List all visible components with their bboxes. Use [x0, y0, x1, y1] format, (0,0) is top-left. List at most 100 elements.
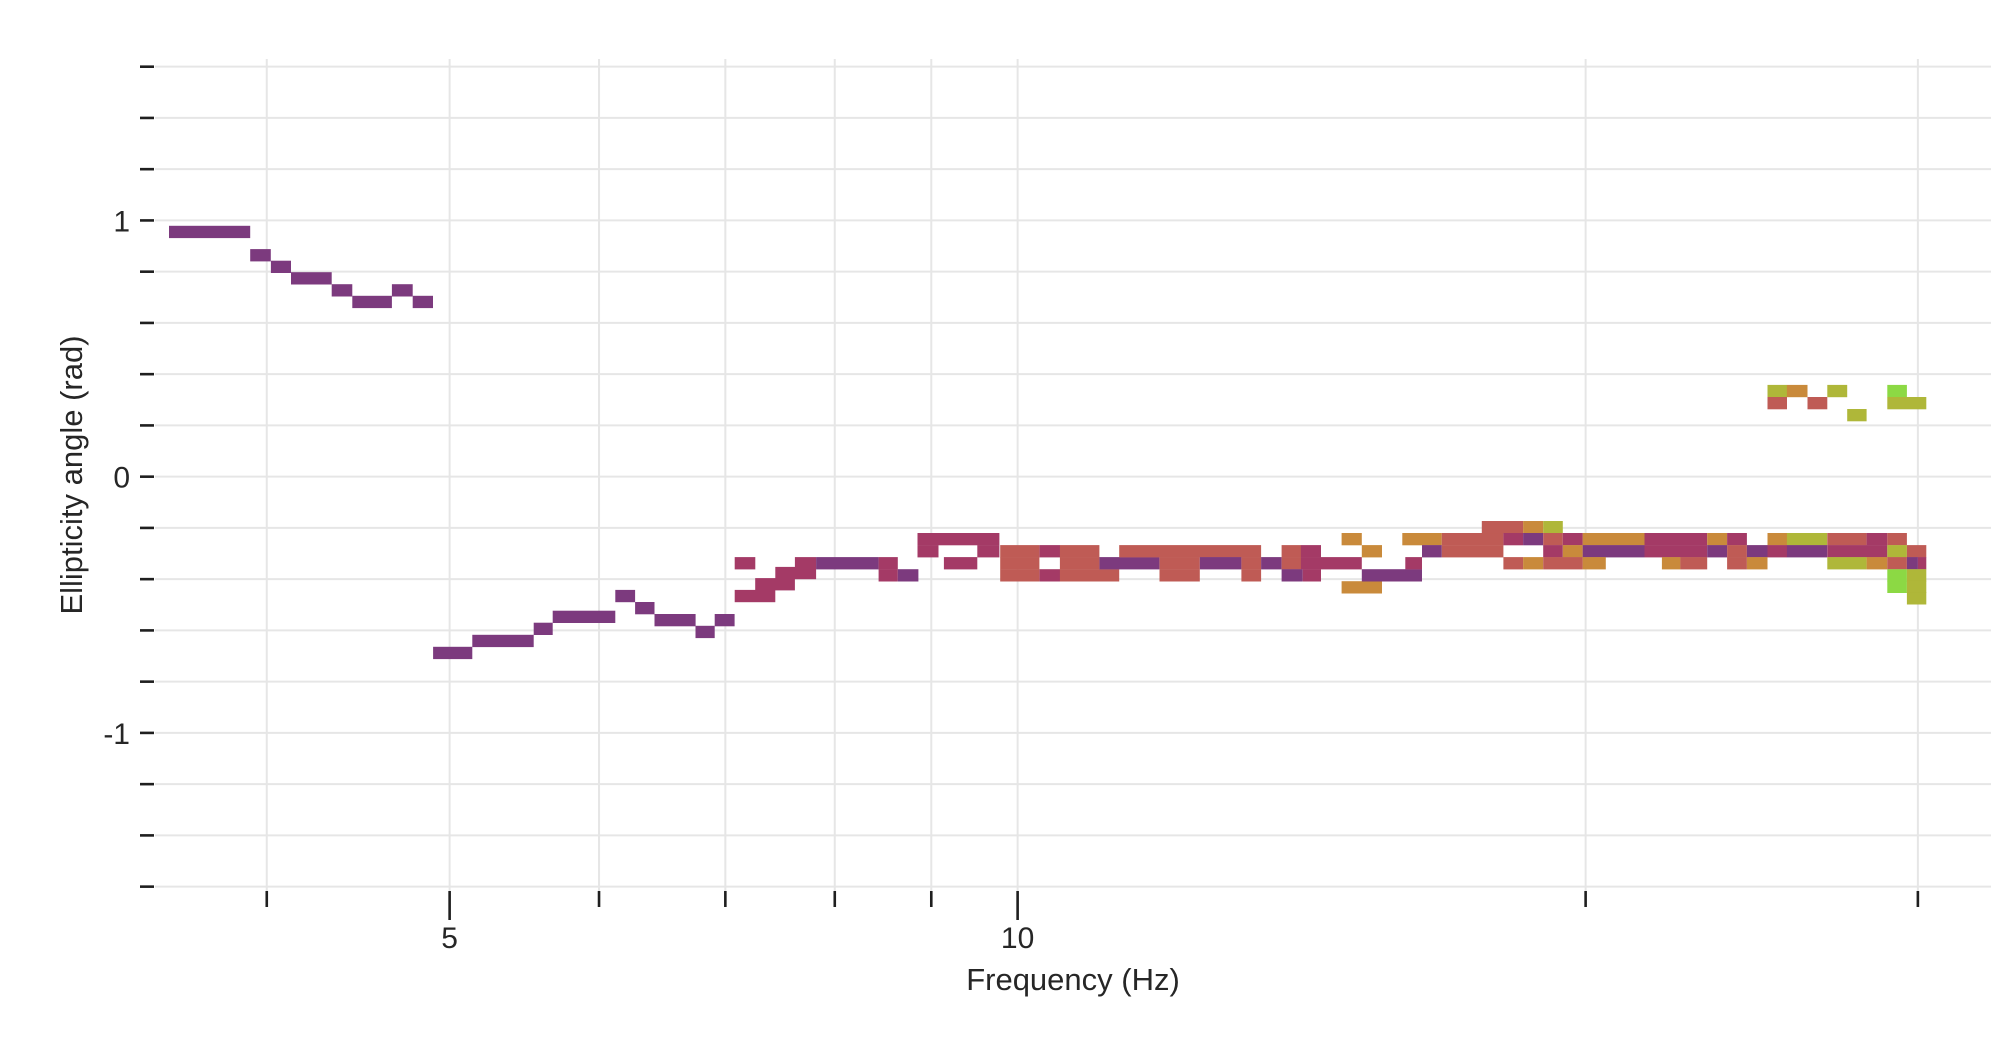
heatmap-tile — [1562, 545, 1583, 558]
heatmap-tile — [1341, 533, 1362, 546]
heatmap-tile — [635, 602, 655, 615]
heatmap-tile — [615, 589, 636, 603]
heatmap-tile — [1059, 569, 1120, 582]
heatmap-tile — [1119, 545, 1262, 558]
heatmap-tile — [1746, 557, 1768, 570]
heatmap-tile — [1302, 569, 1321, 582]
heatmap-tile — [897, 569, 919, 582]
heatmap-tile — [1866, 533, 1888, 546]
heatmap-tile — [1523, 533, 1544, 546]
heatmap-tile — [1441, 533, 1504, 546]
heatmap-tile — [270, 260, 291, 273]
heatmap-tile — [943, 557, 978, 570]
heatmap-tile — [1887, 397, 1927, 410]
heatmap-tile — [1441, 545, 1504, 558]
heatmap-tile — [1059, 557, 1100, 570]
heatmap-tile — [1707, 545, 1728, 558]
heatmap-tile — [1159, 569, 1200, 582]
heatmap-tile — [1261, 557, 1282, 570]
heatmap-tile — [1727, 557, 1747, 570]
heatmap-tile — [1866, 557, 1888, 570]
heatmap-tile — [1241, 557, 1262, 570]
heatmap-tile — [1543, 521, 1563, 534]
heatmap-tile — [1361, 569, 1422, 582]
x-tick-label: 10 — [1001, 922, 1034, 955]
heatmap-tile — [1422, 545, 1442, 558]
heatmap-tile — [391, 284, 413, 297]
heatmap-tile — [1827, 557, 1867, 570]
heatmap-tile — [1300, 557, 1362, 570]
heatmap-tile — [1767, 533, 1787, 546]
heatmap-tile — [1827, 533, 1867, 546]
heatmap-tile — [1582, 545, 1645, 558]
heatmap-tile — [775, 566, 817, 580]
heatmap-tile — [794, 557, 817, 570]
heatmap-tile — [1543, 545, 1563, 558]
heatmap-tile — [1906, 592, 1927, 605]
heatmap-tile — [1241, 569, 1262, 582]
heatmap-tile — [1523, 521, 1544, 534]
heatmap-tile — [1707, 533, 1728, 546]
heatmap-tile — [1039, 545, 1060, 558]
heatmap-tile — [1503, 557, 1524, 570]
heatmap-tile — [1786, 545, 1828, 558]
heatmap-tile — [1059, 545, 1100, 558]
heatmap-tiles — [169, 225, 1927, 660]
heatmap-tile — [412, 295, 433, 309]
heatmap-tile — [1039, 569, 1060, 582]
heatmap-tile — [878, 569, 898, 582]
y-axis-title: Ellipticity angle (rad) — [54, 335, 89, 614]
x-axis-title: Frequency (Hz) — [966, 962, 1180, 997]
gridlines — [155, 59, 1991, 891]
heatmap-tile — [1361, 545, 1382, 558]
heatmap-tile — [1644, 533, 1708, 546]
heatmap-tile — [1917, 557, 1927, 570]
heatmap-tile — [1644, 545, 1708, 558]
heatmap-tile — [1746, 545, 1768, 558]
heatmap-tile — [755, 578, 795, 591]
heatmap-tile — [1887, 533, 1907, 546]
heatmap-tile — [1562, 533, 1583, 546]
heatmap-tile — [1887, 569, 1907, 582]
heatmap-tile — [1159, 557, 1200, 570]
heatmap-tile — [1906, 580, 1927, 593]
heatmap-tile — [169, 225, 251, 239]
heatmap-tile — [1405, 557, 1422, 570]
heatmap-tile — [1523, 557, 1544, 570]
heatmap-tile — [1582, 557, 1606, 570]
heatmap-tile — [1341, 581, 1382, 594]
heatmap-tile — [1887, 580, 1907, 593]
axis-tick-labels: -1 0 1 5 10 — [103, 205, 1034, 955]
heatmap-tile — [977, 545, 1000, 558]
heatmap-tile — [1786, 533, 1828, 546]
y-tick-label: -1 — [103, 718, 130, 751]
y-tick-label: 1 — [113, 205, 130, 238]
heatmap-tile — [1906, 569, 1927, 582]
heatmap-tile — [1099, 557, 1160, 570]
x-tick-label: 5 — [441, 922, 458, 955]
heatmap-tile — [1000, 545, 1040, 558]
heatmap-tile — [714, 614, 735, 627]
heatmap-tile — [695, 625, 715, 639]
heatmap-tile — [1281, 557, 1301, 570]
heatmap-tile — [352, 295, 392, 309]
heatmap-tile — [250, 249, 271, 262]
heatmap-tile — [1906, 545, 1927, 558]
heatmap-tile — [1582, 533, 1645, 546]
heatmap-tile — [552, 610, 616, 623]
heatmap-tile — [533, 622, 553, 635]
heatmap-tile — [1402, 533, 1442, 546]
heatmap-tile — [1767, 397, 1787, 410]
heatmap-tile — [1827, 545, 1888, 558]
heatmap-tile — [1827, 384, 1848, 398]
heatmap-tile — [734, 589, 776, 603]
heatmap-tile — [1847, 409, 1867, 422]
heatmap-tile — [472, 634, 534, 648]
heatmap-tile — [1887, 545, 1907, 558]
heatmap-tile — [1199, 557, 1242, 570]
heatmap-tile — [1727, 545, 1747, 558]
heatmap-tile — [331, 284, 353, 297]
heatmap-tile — [1661, 557, 1681, 570]
